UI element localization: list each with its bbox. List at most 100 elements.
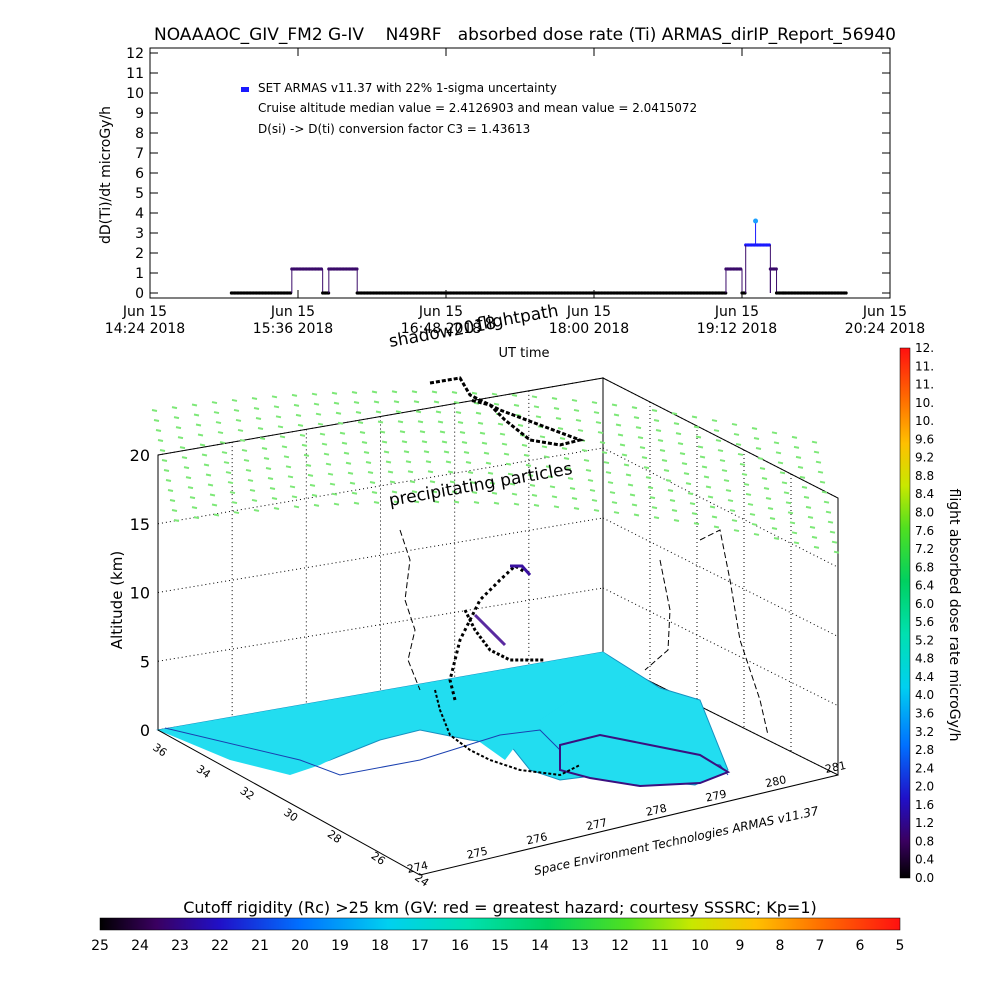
particle-mark [375,410,382,414]
particle-mark [549,485,556,489]
particle-mark [653,516,660,520]
particle-mark [479,431,486,435]
particle-mark [591,401,598,405]
particle-mark [205,473,212,477]
legend-series-label: SET ARMAS v11.37 with 22% 1-sigma uncert… [258,81,557,95]
particle-mark [573,507,580,510]
particle-mark [625,473,632,477]
particle-mark [471,491,478,494]
y-tick-label: 4 [135,206,144,222]
particle-mark [655,429,662,432]
particle-mark [367,471,374,474]
particle-mark [667,489,674,492]
particle-mark [277,425,284,429]
particle-mark [445,460,452,464]
particle-mark [393,500,400,504]
particle-mark [357,421,364,424]
particle-mark [161,459,168,462]
particle-mark [759,467,766,470]
particle-mark [757,457,764,460]
grid-lines [157,377,839,776]
particle-mark [763,487,770,490]
particle-mark [483,451,490,455]
particle-mark [531,493,538,497]
particle-mark [599,441,606,445]
particle-mark [687,492,694,496]
particle-mark [253,407,260,410]
annotation-flightpath: flightpath [475,301,560,335]
particle-mark [299,433,306,437]
legend-marker [241,87,249,92]
particle-mark [311,493,318,497]
flightpath-mid [463,609,545,662]
particle-mark [577,428,584,432]
particle-mark [595,421,602,425]
particle-mark [523,453,530,457]
particle-mark [531,395,538,399]
particle-mark [163,469,170,472]
particle-mark [273,405,280,409]
particle-mark [151,409,158,412]
particle-mark [243,458,250,462]
dose-colorbar-tick-label: 0.8 [915,834,934,848]
particle-mark [219,441,226,445]
particle-mark [831,540,838,544]
particle-mark [817,470,824,474]
particle-mark [551,495,558,499]
particle-mark [389,480,396,484]
particle-mark [251,397,258,400]
longitude-tick-label: 279 [704,787,727,804]
longitude-tick-label: 275 [466,845,489,862]
rigidity-tick-label: 25 [91,938,109,954]
particle-mark [333,502,340,506]
particle-mark [569,487,576,490]
particle-mark [601,451,608,455]
altitude-tick-label: 10 [130,584,150,603]
particle-mark [547,475,554,479]
particle-mark [197,433,204,437]
particle-mark [571,398,578,402]
particle-mark [191,403,198,407]
particle-mark [289,485,296,489]
particle-mark [727,499,734,503]
y-tick-label: 0 [135,286,144,302]
particle-mark [449,480,456,484]
particle-mark [791,531,798,535]
particle-mark [257,427,264,430]
particle-mark [353,501,360,505]
particle-mark [419,430,426,434]
particle-mark [707,495,714,499]
particle-mark [391,490,398,494]
particle-mark [499,432,506,436]
particle-mark [651,409,658,412]
particle-mark [503,452,510,456]
particle-mark [675,432,682,436]
particle-mark [533,503,540,507]
particle-mark [581,448,588,452]
particle-mark [613,511,620,515]
particle-mark [159,449,166,452]
particle-mark [733,529,740,533]
particle-mark [157,439,164,442]
y-tick-label: 12 [126,46,144,62]
y-tick-label: 8 [135,126,144,142]
dose-colorbar: 0.0 0.4 0.8 1.2 1.6 2.0 2.4 2.8 3.2 3.6 4.0 4.4 4.8 5… [899,341,962,885]
particle-mark [777,461,784,465]
particle-mark [555,417,562,420]
particle-mark [533,405,540,409]
particle-mark [351,491,358,495]
particle-mark [501,442,508,446]
altitude-tick-label: 5 [140,652,150,671]
particle-mark [699,455,706,459]
particle-mark [297,423,304,427]
particle-mark [611,403,618,407]
particle-mark [373,400,380,404]
y-tick-label: 7 [135,146,144,162]
altitude-ticks: 0 5 10 15 20 [130,446,150,740]
rigidity-ramp [99,917,901,931]
particle-mark [431,490,438,494]
particle-mark [405,460,412,464]
particle-mark [711,515,718,519]
particle-mark [333,401,340,405]
